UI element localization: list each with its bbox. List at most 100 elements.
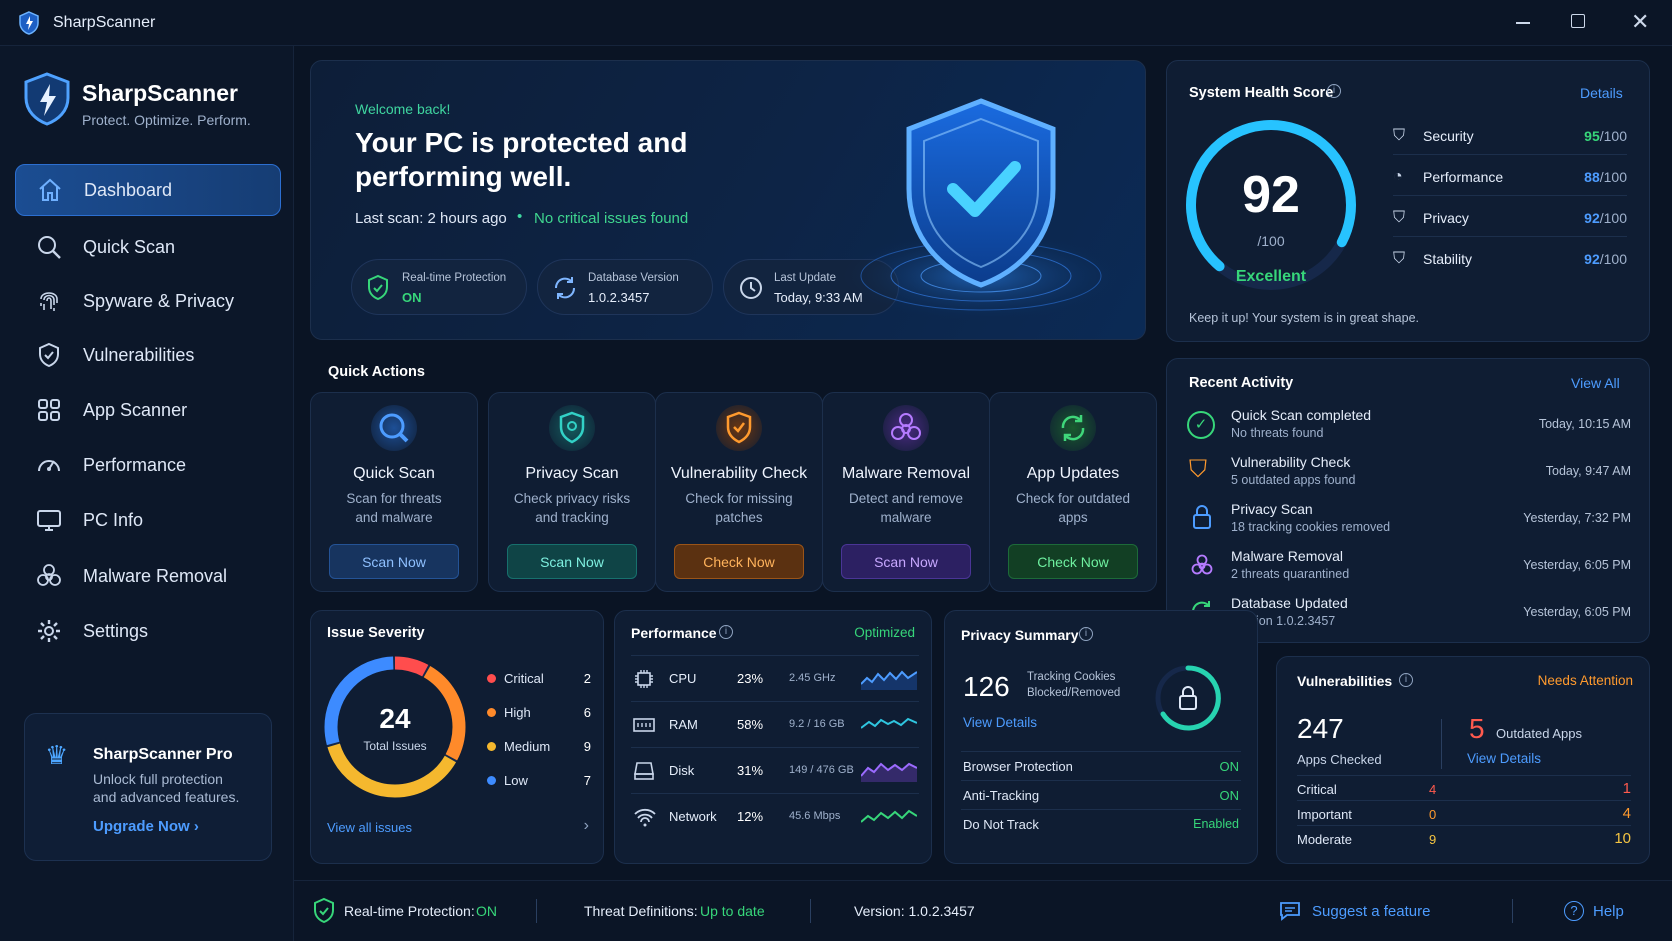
health-row-security: ⛉ Security 95/100 xyxy=(1393,117,1627,155)
threat-defs-label: Threat Definitions: xyxy=(584,903,698,919)
activity-item[interactable]: Malware Removal 2 threats quarantined Ye… xyxy=(1187,546,1631,588)
info-icon[interactable]: i xyxy=(1079,627,1093,641)
privacy-shield-icon xyxy=(549,405,595,451)
tracking-label-line1: Tracking Cookies xyxy=(1027,671,1116,683)
vulns-row-label: Important xyxy=(1297,807,1352,822)
info-icon[interactable]: i xyxy=(1399,673,1413,687)
sidebar-item-label: PC Info xyxy=(83,509,144,530)
vulns-view-details-link[interactable]: View Details xyxy=(1467,751,1542,766)
minimize-button[interactable] xyxy=(1512,12,1536,32)
activity-item[interactable]: ✓ Quick Scan completed No threats found … xyxy=(1187,405,1631,447)
privacy-lock-ring xyxy=(1155,665,1221,731)
severity-title: Issue Severity xyxy=(327,625,425,641)
vulns-row-important: Important 0 4 xyxy=(1297,800,1631,825)
check-now-button[interactable]: Check Now xyxy=(1008,544,1138,579)
upgrade-now-link[interactable]: Upgrade Now › xyxy=(93,818,199,835)
threat-defs-value: Up to date xyxy=(700,903,765,919)
vulns-row-count-b: 1 xyxy=(1622,780,1631,797)
action-desc-line1: Check for outdated xyxy=(1015,491,1131,506)
database-version-pill: Database Version 1.0.2.3457 xyxy=(537,259,713,315)
action-desc: Check privacy risks and tracking xyxy=(499,489,645,527)
activity-item[interactable]: Database Updated Version 1.0.2.3457 Yest… xyxy=(1187,593,1631,635)
sidebar-item-malware-removal[interactable]: Malware Removal xyxy=(15,550,281,602)
severity-label: High xyxy=(504,705,531,720)
health-row-max: /100 xyxy=(1599,251,1627,267)
brand-tagline: Protect. Optimize. Perform. xyxy=(82,112,251,128)
hero-headline-line1: Your PC is protected and xyxy=(355,127,688,158)
help-link[interactable]: ? Help xyxy=(1564,897,1624,925)
warning-shield-icon xyxy=(716,405,762,451)
view-all-link[interactable]: View All xyxy=(1571,375,1620,391)
suggest-feature-link[interactable]: Suggest a feature xyxy=(1278,897,1430,925)
vulns-row-moderate: Moderate 9 10 xyxy=(1297,825,1631,850)
activity-item[interactable]: Privacy Scan 18 tracking cookies removed… xyxy=(1187,499,1631,541)
sidebar-item-pc-info[interactable]: PC Info xyxy=(15,494,281,546)
action-title: Vulnerability Check xyxy=(670,465,808,482)
health-row-performance: ◔ Performance 88/100 xyxy=(1393,158,1627,196)
disk-sparkline xyxy=(861,762,917,782)
activity-item-title: Privacy Scan xyxy=(1231,501,1313,517)
sidebar-item-spyware-privacy[interactable]: Spyware & Privacy xyxy=(15,275,281,327)
view-all-issues-link[interactable]: View all issues › xyxy=(327,817,589,843)
action-desc-line2: apps xyxy=(1058,510,1088,525)
activity-item[interactable]: ⛉ Vulnerability Check 5 outdated apps fo… xyxy=(1187,452,1631,494)
window-title: SharpScanner xyxy=(53,14,156,31)
health-row-max: /100 xyxy=(1599,127,1627,144)
severity-label: Critical xyxy=(504,671,544,686)
health-row-stability: ⛉ Stability 92/100 xyxy=(1393,240,1627,278)
perf-label: Disk xyxy=(669,763,695,778)
sidebar-item-vulnerabilities[interactable]: Vulnerabilities xyxy=(15,329,281,381)
upgrade-now-label: Upgrade Now xyxy=(93,818,190,835)
check-now-button[interactable]: Check Now xyxy=(674,544,804,579)
chevron-right-icon: › xyxy=(583,817,589,834)
vulns-title: Vulnerabilities xyxy=(1297,673,1393,689)
privacy-view-details-link[interactable]: View Details xyxy=(963,715,1038,730)
severity-total: 24 xyxy=(379,703,411,734)
privacy-shield-icon: ⛉ xyxy=(1393,208,1406,226)
scan-now-button[interactable]: Scan Now xyxy=(841,544,971,579)
sidebar-item-app-scanner[interactable]: App Scanner xyxy=(15,384,281,436)
sidebar-item-quick-scan[interactable]: Quick Scan xyxy=(15,221,281,273)
apps-checked-count: 247 xyxy=(1297,713,1344,744)
privacy-row-label: Anti-Tracking xyxy=(963,788,1040,803)
vulns-row-label: Critical xyxy=(1297,782,1337,797)
health-score-max: /100 xyxy=(1257,233,1285,249)
health-rating: Excellent xyxy=(1235,268,1307,285)
sidebar-item-label: Malware Removal xyxy=(83,565,228,586)
health-row-score: 92 xyxy=(1584,209,1600,226)
info-icon[interactable]: i xyxy=(1327,84,1341,98)
perf-row-ram: RAM 58% 9.2 / 16 GB xyxy=(631,701,919,747)
severity-row-low: Low 7 xyxy=(487,773,591,788)
severity-row-medium: Medium 9 xyxy=(487,739,591,754)
maximize-button[interactable] xyxy=(1571,14,1585,28)
sidebar-item-label: Performance xyxy=(83,454,187,475)
vulns-row-count-b: 4 xyxy=(1622,805,1631,822)
legend-dot-high xyxy=(487,708,496,717)
brand-shield-icon xyxy=(24,72,70,126)
health-details-link[interactable]: Details xyxy=(1580,85,1623,101)
sidebar-item-settings[interactable]: Settings xyxy=(15,605,281,657)
pill-value: Today, 9:33 AM xyxy=(774,290,863,305)
severity-row-high: High 6 xyxy=(487,705,591,720)
pill-value: 1.0.2.3457 xyxy=(588,290,650,305)
close-button[interactable]: ✕ xyxy=(1631,9,1650,34)
vulns-divider xyxy=(1441,719,1442,769)
scan-now-button[interactable]: Scan Now xyxy=(507,544,637,579)
perf-percent: 12% xyxy=(737,809,764,824)
perf-row-cpu: CPU 23% 2.45 GHz xyxy=(631,655,919,701)
action-desc: Check for outdated apps xyxy=(1000,489,1146,527)
disk-icon xyxy=(634,762,654,780)
separator-dot: • xyxy=(517,208,523,225)
scan-now-button[interactable]: Scan Now xyxy=(329,544,459,579)
vulnerabilities-card: Vulnerabilities i Needs Attention 247 Ap… xyxy=(1276,656,1650,864)
info-icon[interactable]: i xyxy=(719,625,733,639)
privacy-row: Browser Protection ON xyxy=(961,751,1241,780)
privacy-row-value: ON xyxy=(1219,788,1240,803)
health-score: 92 xyxy=(1242,166,1300,224)
perf-percent: 58% xyxy=(737,717,764,732)
help-label: Help xyxy=(1593,902,1624,920)
sidebar-item-dashboard[interactable]: Dashboard xyxy=(15,164,281,216)
sidebar-item-performance[interactable]: Performance xyxy=(15,439,281,491)
performance-card: Performance i Optimized CPU 23% 2.45 GHz… xyxy=(614,610,932,864)
realtime-protection-pill: Real-time Protection ON xyxy=(351,259,527,315)
